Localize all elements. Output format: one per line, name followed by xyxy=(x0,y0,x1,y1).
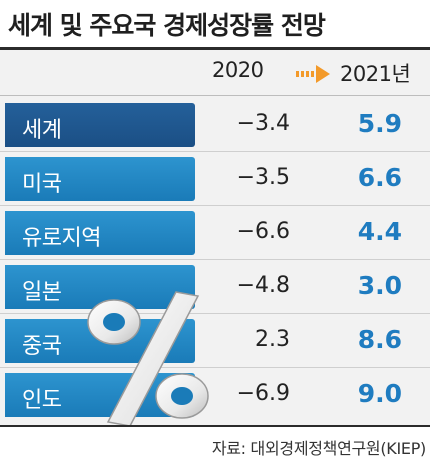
value-2021: 5.9 xyxy=(357,109,402,138)
value-2020: −4.8 xyxy=(236,273,290,298)
row-label: 미국 xyxy=(22,172,62,197)
row-label-tab: 유로지역 xyxy=(5,211,195,255)
source-note: 자료: 대외경제정책연구원(KIEP) xyxy=(211,439,426,458)
value-2021: 8.6 xyxy=(357,325,402,354)
top-divider xyxy=(0,47,430,50)
value-2020: −6.9 xyxy=(236,381,290,406)
percent-icon xyxy=(87,291,209,427)
row-divider xyxy=(0,367,430,368)
row-divider xyxy=(0,313,430,314)
value-2020: −3.4 xyxy=(236,111,290,136)
header-divider xyxy=(0,95,430,96)
row-label-tab: 일본 xyxy=(5,265,195,309)
row-label-tab: 세계 xyxy=(5,103,195,147)
arrow-right-icon xyxy=(296,65,330,83)
value-2021: 9.0 xyxy=(357,379,402,408)
table-row: 일본 −4.8 3.0 xyxy=(0,261,430,313)
table-row: 유로지역 −6.6 4.4 xyxy=(0,207,430,259)
bottom-divider xyxy=(0,425,430,427)
page-title: 세계 및 주요국 경제성장률 전망 xyxy=(8,11,326,40)
table-row: 세계 −3.4 5.9 xyxy=(0,99,430,151)
value-2020: −3.5 xyxy=(236,165,290,190)
header-year-2020: 2020 xyxy=(212,58,264,82)
row-label: 일본 xyxy=(22,280,62,305)
value-2021: 4.4 xyxy=(357,217,402,246)
value-2021: 6.6 xyxy=(357,163,402,192)
row-label-tab: 미국 xyxy=(5,157,195,201)
row-label: 유로지역 xyxy=(22,226,101,251)
row-label: 중국 xyxy=(22,334,62,359)
value-2021: 3.0 xyxy=(357,271,402,300)
table-row: 미국 −3.5 6.6 xyxy=(0,153,430,205)
header-year-2021: 2021년 xyxy=(340,62,411,86)
value-2020: 2.3 xyxy=(255,327,290,352)
row-divider xyxy=(0,151,430,152)
row-label: 세계 xyxy=(22,118,62,143)
row-divider xyxy=(0,205,430,206)
row-label: 인도 xyxy=(22,388,62,413)
row-divider xyxy=(0,259,430,260)
value-2020: −6.6 xyxy=(236,219,290,244)
